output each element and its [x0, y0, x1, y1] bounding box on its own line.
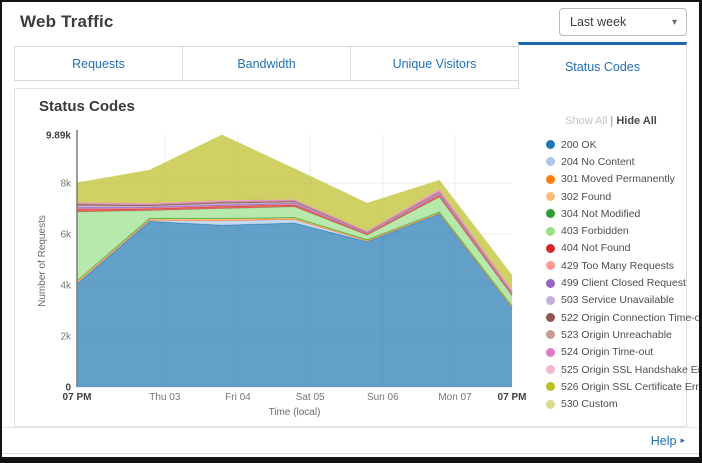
area-526: [77, 135, 512, 291]
page-title: Web Traffic: [20, 12, 114, 31]
legend-item-429[interactable]: 429 Too Many Requests: [546, 257, 682, 274]
legend-dot-525: [546, 365, 555, 374]
help-link[interactable]: Help ▸: [651, 434, 685, 448]
help-label: Help: [650, 433, 677, 448]
legend-label: 522 Origin Connection Time-out: [561, 311, 702, 324]
x-tick-label: 07 PM: [63, 392, 92, 403]
legend-item-204[interactable]: 204 No Content: [546, 153, 682, 170]
legend-controls: Show All | Hide All: [540, 115, 682, 127]
area-200: [77, 213, 512, 387]
y-tick-label: 4k: [60, 281, 72, 292]
chart-legend: Show All | Hide All 200 OK 204 No Content…: [540, 115, 699, 413]
legend-label: 499 Client Closed Request: [561, 277, 686, 290]
tab-requests[interactable]: Requests: [14, 46, 183, 81]
x-tick-label: Sun 06: [367, 392, 399, 403]
x-tick-label: Sat 05: [296, 392, 325, 403]
legend-label: 524 Origin Time-out: [561, 346, 654, 359]
legend-label: 302 Found: [561, 190, 612, 203]
legend-item-301[interactable]: 301 Moved Permanently: [546, 171, 682, 188]
legend-item-523[interactable]: 523 Origin Unreachable: [546, 326, 682, 343]
legend-dot-204: [546, 157, 555, 167]
legend-label: 523 Origin Unreachable: [561, 328, 672, 341]
legend-item-404[interactable]: 404 Not Found: [546, 240, 682, 257]
legend-dot-523: [546, 330, 555, 340]
card-footer: Help ▸: [2, 427, 699, 454]
tab-status-codes[interactable]: Status Codes: [518, 42, 687, 89]
tab-bar: Requests Bandwidth Unique Visitors Status C…: [2, 42, 699, 89]
y-tick-label: 9.89k: [46, 131, 71, 142]
legend-label: 204 No Content: [561, 155, 635, 168]
legend-item-503[interactable]: 503 Service Unavailable: [546, 292, 682, 309]
legend-dot-503: [546, 295, 555, 305]
area-403: [77, 197, 512, 306]
legend-item-524[interactable]: 524 Origin Time-out: [546, 344, 682, 361]
status-codes-chart[interactable]: 0 2k 4k 6k 8k 9.89k 07 PM Thu 03 Fri 04 Sat 05 Sun…: [15, 119, 535, 419]
card-header: Web Traffic Last week ▾: [2, 2, 699, 42]
legend-label: 525 Origin SSL Handshake Error: [561, 363, 702, 376]
chart-title: Status Codes: [39, 98, 135, 115]
x-axis-title: Time (local): [269, 407, 321, 418]
legend-item-200[interactable]: 200 OK: [546, 136, 682, 153]
legend-item-526[interactable]: 526 Origin SSL Certificate Error: [546, 378, 699, 395]
legend-item-530[interactable]: 530 Custom: [546, 395, 682, 412]
legend-label: 404 Not Found: [561, 242, 631, 255]
x-tick-label: Thu 03: [149, 392, 181, 403]
legend-dot-526: [546, 382, 555, 392]
x-tick-label: 07 PM: [498, 392, 527, 403]
legend-dot-530: [546, 399, 555, 409]
legend-dot-200: [546, 140, 555, 150]
chevron-down-icon: ▾: [671, 16, 677, 28]
time-range-value: Last week: [570, 15, 627, 29]
y-axis-title: Number of Requests: [37, 215, 48, 307]
legend-label: 304 Not Modified: [561, 207, 641, 220]
legend-dot-522: [546, 313, 555, 323]
legend-label: 530 Custom: [561, 398, 618, 411]
legend-item-304[interactable]: 304 Not Modified: [546, 205, 682, 222]
legend-item-302[interactable]: 302 Found: [546, 188, 682, 205]
status-codes-panel: Status Codes 0 2k 4k 6k 8k 9.89k 07 PM Thu 03 Fr…: [14, 88, 699, 427]
legend-separator: |: [610, 115, 614, 127]
legend-item-499[interactable]: 499 Client Closed Request: [546, 274, 686, 291]
area-line-530: [76, 134, 513, 276]
show-all-button[interactable]: Show All: [565, 115, 608, 127]
tab-bandwidth[interactable]: Bandwidth: [182, 46, 351, 81]
legend-label: 429 Too Many Requests: [561, 259, 675, 272]
legend-item-525[interactable]: 525 Origin SSL Handshake Error: [546, 361, 699, 378]
chart-area: 0 2k 4k 6k 8k 9.89k 07 PM Thu 03 Fri 04 Sat 05 Sun…: [15, 89, 699, 426]
y-tick-label: 2k: [60, 332, 72, 343]
legend-dot-403: [546, 226, 555, 236]
y-tick-label: 0: [65, 383, 71, 394]
legend-dot-304: [546, 209, 555, 219]
y-tick-label: 8k: [60, 179, 72, 190]
legend-dot-301: [546, 174, 555, 184]
legend-dot-499: [546, 278, 555, 288]
x-tick-label: Fri 04: [225, 392, 251, 403]
legend-label: 503 Service Unavailable: [561, 294, 675, 307]
legend-dot-524: [546, 347, 555, 357]
legend-dot-302: [546, 192, 555, 202]
help-arrow-icon: ▸: [680, 435, 685, 445]
legend-item-403[interactable]: 403 Forbidden: [546, 222, 682, 239]
y-tick-label: 6k: [60, 230, 72, 241]
legend-label: 403 Forbidden: [561, 225, 629, 238]
legend-item-522[interactable]: 522 Origin Connection Time-out: [546, 309, 699, 326]
time-range-select[interactable]: Last week ▾: [559, 8, 687, 36]
legend-list: 200 OK 204 No Content 301 Moved Permanentl…: [540, 136, 699, 413]
legend-dot-429: [546, 261, 555, 271]
x-tick-label: Mon 07: [438, 392, 472, 403]
tab-unique-visitors[interactable]: Unique Visitors: [350, 46, 519, 81]
hide-all-button[interactable]: Hide All: [616, 115, 657, 127]
legend-label: 200 OK: [561, 138, 597, 151]
legend-label: 301 Moved Permanently: [561, 173, 675, 186]
legend-dot-404: [546, 243, 555, 253]
legend-label: 526 Origin SSL Certificate Error: [561, 380, 702, 393]
